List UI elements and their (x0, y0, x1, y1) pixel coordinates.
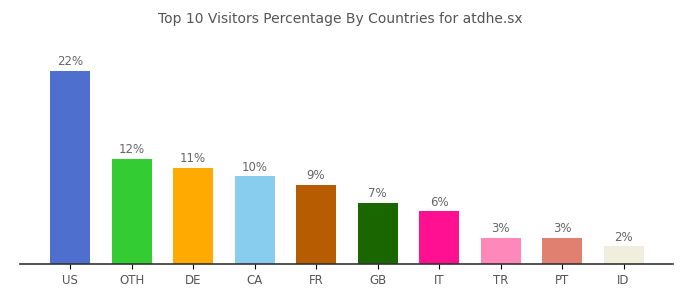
Text: 22%: 22% (57, 56, 83, 68)
Text: 3%: 3% (491, 222, 510, 235)
Text: 10%: 10% (241, 161, 267, 174)
Bar (604, 247, 643, 264)
Bar (235, 176, 275, 264)
Text: 2%: 2% (614, 231, 633, 244)
Text: 7%: 7% (369, 187, 387, 200)
Text: 12%: 12% (118, 143, 145, 156)
Bar (358, 202, 398, 264)
Bar (542, 238, 582, 264)
Bar (419, 212, 459, 264)
Bar (296, 185, 336, 264)
Text: 3%: 3% (553, 222, 571, 235)
Bar (50, 71, 90, 264)
Bar (481, 238, 520, 264)
Text: 9%: 9% (307, 169, 325, 182)
Text: Top 10 Visitors Percentage By Countries for atdhe.sx: Top 10 Visitors Percentage By Countries … (158, 12, 522, 26)
Bar (173, 167, 213, 264)
Bar (112, 159, 152, 264)
Text: 6%: 6% (430, 196, 448, 209)
Text: 11%: 11% (180, 152, 206, 165)
